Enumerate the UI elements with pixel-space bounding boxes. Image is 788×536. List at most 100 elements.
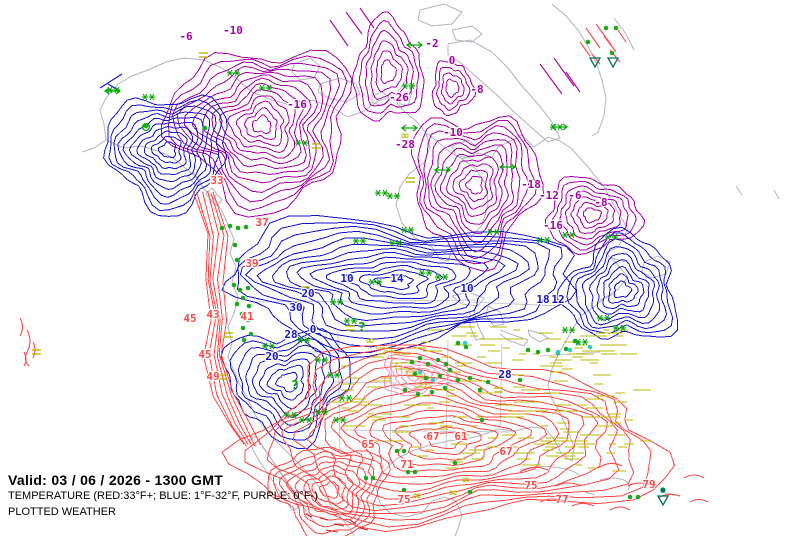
- coastline-path: [485, 305, 505, 327]
- coastline-path: [499, 329, 529, 347]
- snow-asterisk-icon: [339, 394, 352, 402]
- contour-fragment: [99, 73, 123, 89]
- isotherm-label: 37: [255, 216, 268, 229]
- station-dot: [415, 391, 421, 397]
- station-dot: [240, 325, 246, 331]
- coastline-path: [613, 17, 635, 51]
- contour-fragment: [553, 57, 575, 87]
- snow-asterisk-icon: [613, 324, 626, 332]
- station-dot: [234, 257, 240, 263]
- isotherm-label: 28: [498, 368, 511, 381]
- isotherm-band-blue: [220, 328, 352, 450]
- olive-equals-mark: [224, 332, 233, 338]
- contour-fragment: [539, 63, 563, 95]
- contour-fragment: [571, 502, 595, 507]
- contour-fragment: [585, 27, 601, 49]
- border-path: [499, 343, 503, 429]
- station-dot: [635, 494, 641, 500]
- border-path: [389, 335, 393, 465]
- station-dot: [235, 225, 241, 231]
- snow-asterisk-icon: [315, 356, 328, 364]
- snow-asterisk-icon: [142, 93, 155, 101]
- snow-asterisk-icon: [333, 416, 346, 424]
- snow-asterisk-icon: [435, 273, 448, 281]
- wind-arrow-icon: [551, 123, 568, 131]
- valid-time-text: Valid: 03 / 06 / 2026 - 1300 GMT: [8, 472, 224, 488]
- isotherm-label: 30: [289, 301, 302, 314]
- olive-equals-mark: [406, 177, 415, 183]
- contour-fragment: [359, 7, 375, 29]
- olive-equals-mark: [301, 286, 310, 292]
- contour-fragment: [319, 517, 329, 521]
- border-path: [469, 301, 561, 307]
- snow-asterisk-icon: [284, 411, 297, 419]
- isotherm-label: 39: [245, 257, 258, 270]
- contour-fragment: [579, 41, 591, 57]
- snow-asterisk-icon: [537, 236, 550, 244]
- contour-fragment: [519, 466, 549, 473]
- isotherm-band-purple: [351, 11, 425, 122]
- station-dot: [443, 361, 449, 367]
- station-cyan-dot: [417, 369, 423, 375]
- isotherm-label: -10: [443, 126, 463, 139]
- station-dot: [627, 494, 633, 500]
- station-dot: [585, 39, 591, 45]
- contour-fragment: [24, 329, 31, 367]
- station-cyan-dot: [587, 344, 593, 350]
- station-glyph: ?: [359, 320, 366, 334]
- station-dot: [412, 469, 418, 475]
- station-dot: [613, 25, 619, 31]
- station-dot: [402, 387, 408, 393]
- contour-fragments-layer: [19, 7, 709, 533]
- isotherm-label: -2: [425, 37, 438, 50]
- station-dot: [467, 489, 473, 495]
- coastline-path: [371, 91, 391, 107]
- isotherm-label: -16: [287, 98, 307, 111]
- olive-equals-mark: [199, 52, 208, 58]
- isotherm-label: 18: [536, 293, 549, 306]
- coastline-path: [187, 171, 202, 187]
- isotherm-label: -28: [395, 138, 415, 151]
- haze-infinity-icon: ∞: [412, 489, 421, 502]
- station-dot: [219, 225, 225, 231]
- snow-asterisk-icon: [575, 338, 588, 346]
- station-dot: [401, 487, 407, 493]
- isotherm-label: 33: [210, 174, 223, 187]
- caption-block: Valid: 03 / 06 / 2026 - 1300 GMT TEMPERA…: [8, 472, 318, 518]
- isotherm-band-blue: [221, 215, 577, 359]
- isotherm-label: -12: [539, 189, 559, 202]
- isotherm-label: 75: [397, 493, 410, 506]
- station-dot: [363, 475, 369, 481]
- snow-asterisk-icon: [327, 371, 340, 379]
- isotherm-band-blue: [103, 94, 228, 217]
- station-dot: [405, 469, 411, 475]
- isotherm-label: 20: [301, 287, 314, 300]
- station-cyan-dot: [567, 347, 573, 353]
- isotherm-label: 10: [340, 272, 353, 285]
- snow-asterisk-icon: [353, 237, 366, 245]
- olive-equals-mark: [494, 387, 503, 393]
- isotherm-label: -6: [179, 30, 193, 43]
- snow-asterisk-icon: [259, 84, 272, 92]
- station-cyan-dot: [462, 340, 468, 346]
- isotherm-label: 14: [390, 272, 404, 285]
- snow-asterisk-icon: [375, 189, 388, 197]
- coastline-path: [105, 57, 427, 134]
- coastline-path: [611, 257, 627, 263]
- snow-asterisk-icon: [330, 298, 343, 306]
- legend-text: TEMPERATURE (RED:33°F+; BLUE: 1°F-32°F, …: [8, 490, 318, 503]
- contour-fragment: [555, 482, 583, 487]
- station-dot: [409, 359, 415, 365]
- temperature-contours-layer: [103, 11, 679, 536]
- station-dot: [248, 331, 254, 337]
- coastline-path: [261, 445, 317, 525]
- coastline-path: [81, 139, 107, 153]
- coastline-path: [317, 77, 361, 103]
- funnel-triangle-icon: [606, 57, 620, 69]
- station-dot: [425, 361, 431, 367]
- snow-asterisk-icon: [562, 326, 575, 334]
- contour-fragment: [349, 519, 357, 525]
- isotherm-label: -18: [521, 178, 541, 191]
- station-ring: [141, 122, 151, 132]
- station-dot: [245, 285, 251, 291]
